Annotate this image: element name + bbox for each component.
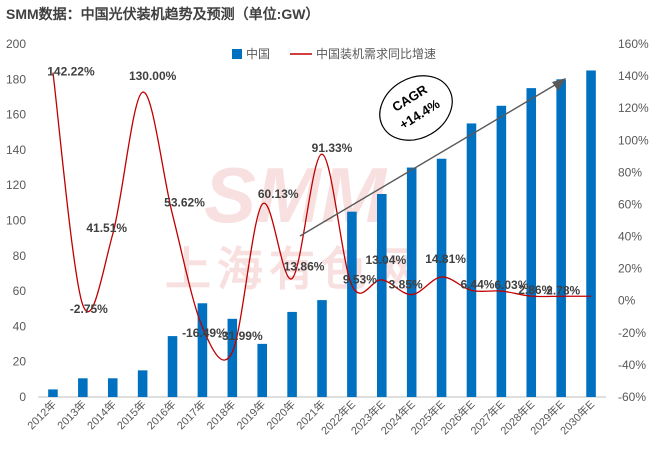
y-left-tick-label: 140 (6, 143, 26, 157)
bar (197, 303, 208, 397)
y-left-tick-label: 160 (6, 108, 26, 122)
line-data-label: 2.78% (546, 283, 580, 297)
y-right-tick-label: 40% (618, 230, 642, 244)
y-left-tick-label: 0 (19, 390, 26, 404)
y-right-tick-label: -60% (618, 390, 646, 404)
x-tick-label: 2020年 (263, 397, 298, 432)
x-tick-label: 2018年 (203, 397, 238, 432)
line-data-label: 3.85% (389, 278, 423, 292)
bar (287, 311, 297, 397)
line-data-label: 13.86% (284, 259, 325, 273)
line-data-label: 14.81% (425, 252, 466, 266)
line-data-label: -2.75% (70, 302, 108, 316)
line-data-label: 130.00% (129, 69, 177, 83)
y-left-tick-label: 120 (6, 178, 26, 192)
x-tick-label: 2015年 (114, 397, 149, 432)
bar (317, 300, 327, 397)
bar (556, 79, 566, 398)
y-right-tick-label: 120% (618, 101, 649, 115)
bar (137, 370, 148, 397)
y-left-tick-label: 80 (13, 249, 27, 263)
bar (227, 318, 238, 397)
line-data-label: 60.13% (258, 187, 299, 201)
line-data-label: 142.22% (47, 65, 95, 79)
y-right-tick-label: 0% (618, 294, 636, 308)
x-tick-label: 2016年 (144, 397, 179, 432)
bar (526, 88, 537, 397)
bar (347, 211, 357, 397)
y-right-tick-label: 80% (618, 165, 642, 179)
x-tick-label: 2019年 (233, 397, 268, 432)
chart-title: SMM数据：中国光伏装机趋势及预测（单位:GW） (6, 6, 320, 22)
watermark-logo-text: SMM (204, 151, 388, 239)
y-right-tick-label: -20% (618, 326, 646, 340)
x-tick-label: 2012年 (24, 397, 59, 432)
y-right-tick-label: -40% (618, 358, 646, 372)
y-right-tick-label: 140% (618, 69, 649, 83)
bar (48, 389, 58, 397)
y-right-tick-label: 160% (618, 37, 649, 51)
x-tick-label: 2014年 (84, 397, 119, 432)
bar (167, 336, 178, 397)
legend-swatch-bar (232, 49, 242, 59)
x-tick-label: 2013年 (54, 397, 89, 432)
legend-label-line: 中国装机需求同比增速 (316, 46, 436, 61)
y-right-tick-label: 60% (618, 197, 642, 211)
bar (406, 167, 417, 397)
y-left-tick-label: 180 (6, 72, 26, 86)
line-data-label: 6.03% (494, 278, 528, 292)
growth-rate-line (52, 72, 592, 361)
bar (377, 194, 387, 397)
line-data-label: 41.51% (86, 221, 127, 235)
line-data-label: 13.04% (365, 253, 406, 267)
line-data-label: 2.86% (518, 283, 552, 297)
bar (257, 343, 267, 397)
y-left-tick-label: 60 (13, 284, 27, 298)
y-right-tick-label: 100% (618, 133, 649, 147)
legend-label-bar: 中国 (246, 46, 270, 61)
line-data-label: 91.33% (312, 141, 353, 155)
x-tick-label: 2017年 (174, 397, 209, 432)
cagr-arrow-line (299, 81, 561, 237)
bar (78, 378, 88, 397)
line-data-label: -16.49% (182, 326, 227, 340)
y-left-tick-label: 40 (13, 319, 27, 333)
bar (466, 123, 477, 398)
watermark-name-text: 上海有色网 (165, 243, 425, 295)
bar (436, 158, 447, 397)
line-data-label: 9.53% (343, 272, 377, 286)
bar (107, 378, 118, 397)
cagr-arrowhead (552, 78, 566, 91)
y-left-tick-label: 20 (13, 355, 27, 369)
line-data-label: 6.44% (460, 277, 494, 291)
cagr-ellipse (379, 75, 453, 141)
y-left-tick-label: 100 (6, 214, 26, 228)
bar (496, 105, 507, 398)
bar (586, 70, 596, 397)
y-right-tick-label: 20% (618, 262, 642, 276)
line-data-label: -31.99% (218, 329, 263, 343)
line-data-label: 53.62% (164, 196, 205, 210)
y-left-tick-label: 200 (6, 37, 26, 51)
